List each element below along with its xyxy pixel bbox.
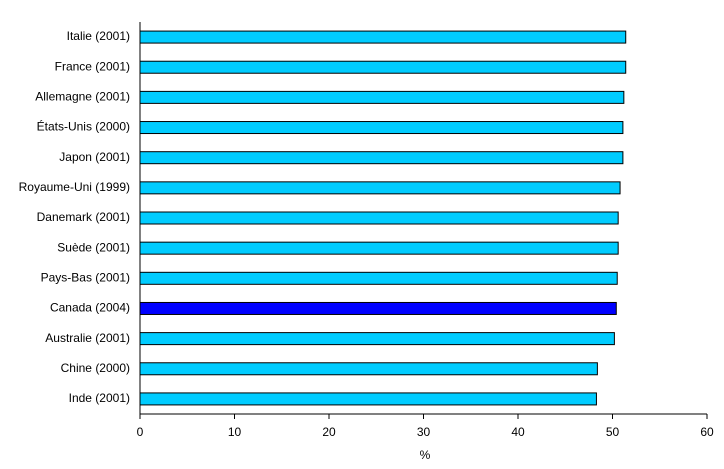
y-tick-label: Japon (2001) [59,150,130,164]
x-tick-label: 40 [511,425,525,439]
bar [139,362,598,376]
bar [139,90,625,104]
bar [139,181,621,195]
bar [139,121,624,135]
y-tick-label: Royaume-Uni (1999) [19,180,130,194]
y-tick-label: Canada (2004) [50,301,130,315]
y-tick-label: Pays-Bas (2001) [41,270,130,284]
y-tick-label: Suède (2001) [57,240,130,254]
y-tick-label: Inde (2001) [69,391,130,405]
y-tick-label: États-Unis (2000) [37,119,130,134]
x-axis-label: % [420,448,431,462]
bar [139,211,619,225]
x-tick-label: 30 [417,425,431,439]
bar [139,241,619,255]
bar [139,151,624,165]
bar [139,271,618,285]
x-tick-label: 10 [228,425,242,439]
bar [139,392,597,406]
y-tick-label: Italie (2001) [67,29,130,43]
x-tick-label: 0 [137,425,144,439]
bar [139,60,627,74]
y-tick-label: France (2001) [55,59,130,73]
x-tick-label: 60 [700,425,714,439]
y-tick-label: Allemagne (2001) [35,90,130,104]
bar [139,30,627,44]
y-tick-label: Danemark (2001) [37,210,130,224]
x-tick-label: 20 [322,425,336,439]
y-tick-label: Australie (2001) [45,331,130,345]
bar [139,301,617,315]
x-tick-label: 50 [606,425,620,439]
bar [139,332,615,346]
y-tick-label: Chine (2000) [61,361,130,375]
